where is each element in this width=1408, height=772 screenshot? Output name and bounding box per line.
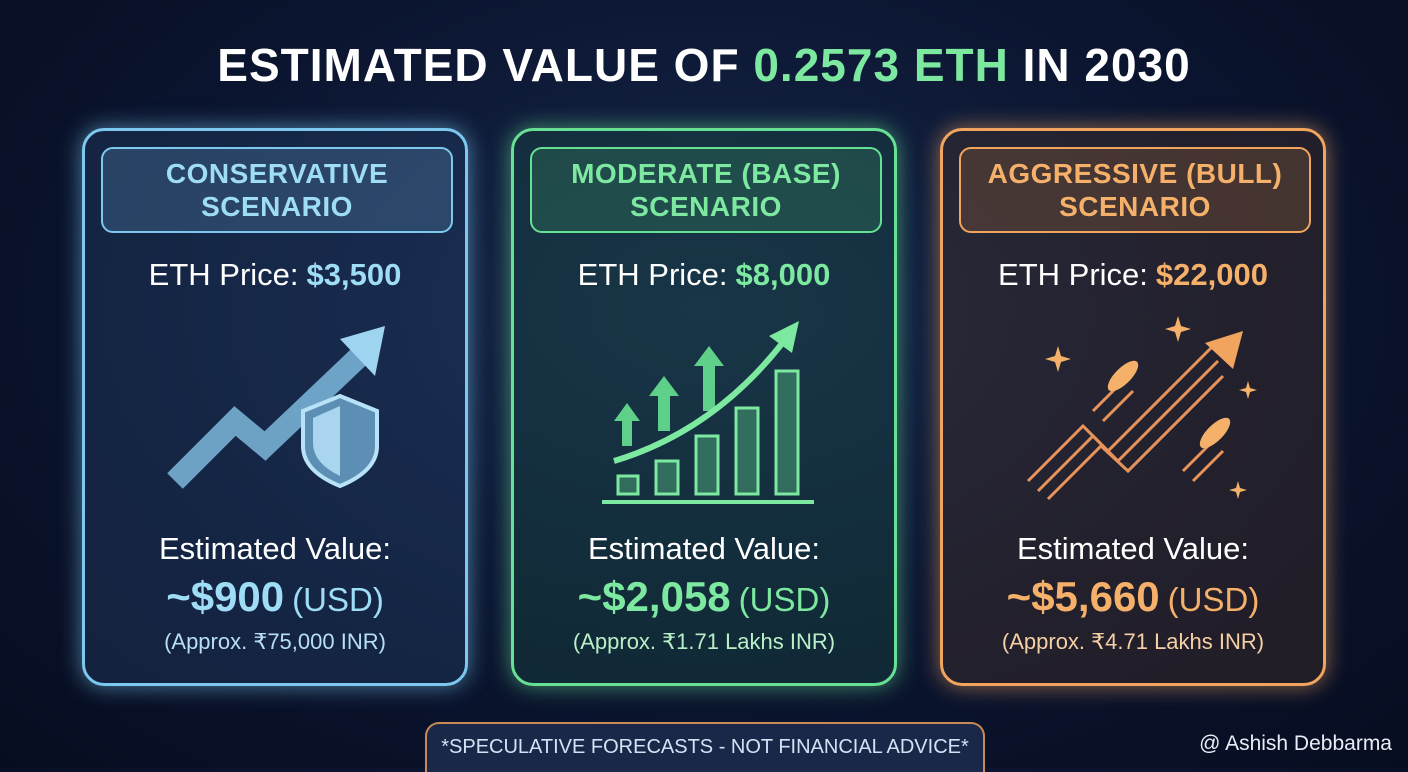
price-label: ETH Price: (998, 257, 1148, 292)
value-amount: ~$5,660 (1006, 573, 1160, 620)
card-heading: CONSERVATIVE SCENARIO (101, 147, 453, 233)
value-label: Estimated Value: (587, 531, 821, 566)
card-heading: AGGRESSIVE (BULL) SCENARIO (959, 147, 1311, 233)
heading-line: SCENARIO (630, 191, 782, 222)
heading-line: SCENARIO (1059, 191, 1211, 222)
title: ESTIMATED VALUE OF 0.2573 ETH IN 2030 (0, 38, 1408, 92)
price-label: ETH Price: (148, 257, 299, 292)
price: ETH Price: $22,000 (943, 257, 1323, 293)
trend-icon (167, 326, 385, 489)
title-text: ESTIMATED VALUE OF (217, 39, 740, 91)
scenario-card: MODERATE (BASE) SCENARIO ETH Price: $8,000… (511, 128, 897, 686)
value: ~$900 (USD) (85, 573, 465, 621)
value-amount: ~$900 (166, 573, 285, 620)
watermark: @ Ashish Debbarma (1199, 732, 1392, 755)
heading-line: CONSERVATIVE (165, 158, 389, 189)
card-heading: MODERATE (BASE) SCENARIO (530, 147, 882, 233)
value: ~$5,660 (USD) (943, 573, 1323, 621)
value-label: Estimated Value: (158, 531, 392, 566)
price-label: ETH Price: (577, 257, 728, 292)
value-amount: ~$2,058 (577, 573, 731, 620)
price-value: $3,500 (306, 257, 402, 292)
value: ~$2,058 (USD) (514, 573, 894, 621)
scenario-card: AGGRESSIVE (BULL) SCENARIO ETH Price: $22,… (940, 128, 1326, 686)
rocket-icon (1026, 316, 1257, 501)
value-unit: (USD) (1167, 581, 1260, 618)
scenario-card: CONSERVATIVE SCENARIO ETH Price: $3,500 Es… (82, 128, 468, 686)
disclaimer: *SPECULATIVE FORECASTS - NOT FINANCIAL A… (425, 722, 985, 772)
heading-line: SCENARIO (201, 191, 353, 222)
value-unit: (USD) (292, 581, 384, 618)
price-value: $8,000 (735, 257, 831, 292)
price: ETH Price: $3,500 (85, 257, 465, 293)
price: ETH Price: $8,000 (514, 257, 894, 293)
growth-icon (602, 321, 814, 504)
heading-line: AGGRESSIVE (BULL) (987, 158, 1283, 189)
value-unit: (USD) (738, 581, 831, 618)
heading-line: MODERATE (BASE) (571, 158, 841, 189)
title-highlight: 0.2573 ETH (753, 39, 1009, 91)
title-text: IN 2030 (1022, 39, 1191, 91)
inr-note: (Approx. ₹1.71 Lakhs INR) (572, 629, 836, 654)
price-value: $22,000 (1155, 257, 1268, 292)
inr-note: (Approx. ₹4.71 Lakhs INR) (1001, 629, 1265, 654)
inr-note: (Approx. ₹75,000 INR) (164, 629, 386, 654)
value-label: Estimated Value: (1016, 531, 1250, 566)
